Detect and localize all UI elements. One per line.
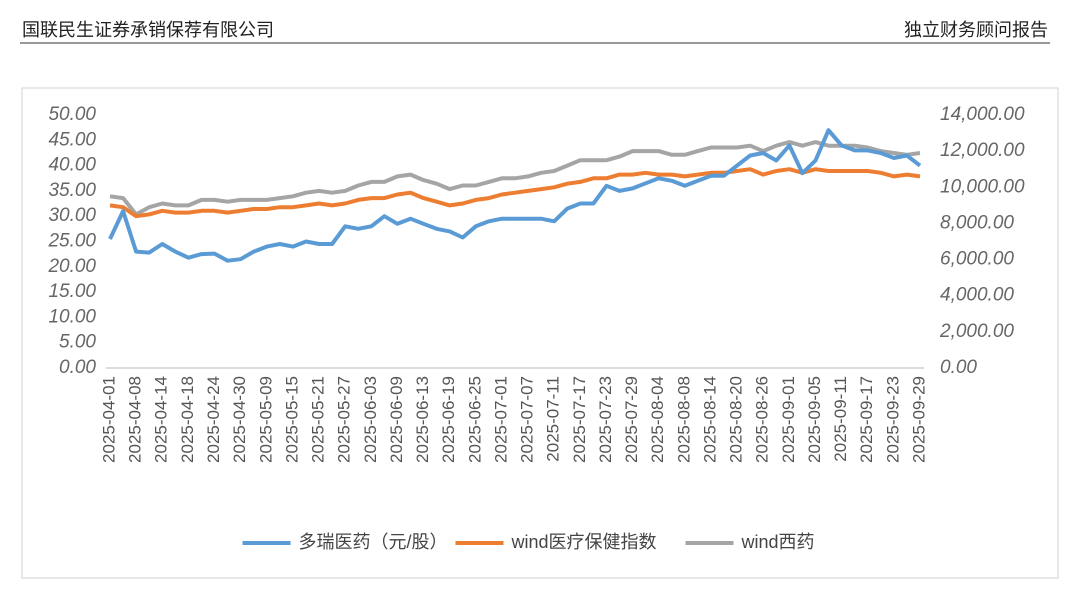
- x-tick-label: 2025-07-23: [596, 376, 615, 463]
- series-line: [109, 140, 921, 217]
- y-tick-label: 35.00: [48, 180, 96, 201]
- y2-tick-label: 14,000.00: [940, 104, 1025, 125]
- x-tick-label: 2025-04-30: [230, 376, 249, 463]
- y-tick-label: 50.00: [48, 104, 96, 125]
- x-tick-label: 2025-09-17: [857, 376, 876, 463]
- x-tick-label: 2025-07-29: [622, 376, 641, 463]
- x-tick-label: 2025-05-27: [335, 376, 354, 463]
- legend-label: 多瑞医药（元/股）: [299, 532, 448, 552]
- x-tick-label: 2025-04-14: [152, 376, 171, 463]
- y-tick-label: 25.00: [47, 231, 96, 252]
- y2-tick-label: 2,000.00: [939, 321, 1014, 342]
- legend-label: wind西药: [741, 532, 815, 552]
- y2-tick-label: 12,000.00: [940, 140, 1025, 161]
- series-line: [108, 128, 922, 263]
- x-tick-label: 2025-05-09: [256, 376, 275, 463]
- y-tick-label: 40.00: [48, 155, 96, 176]
- y2-tick-label: 6,000.00: [940, 249, 1014, 270]
- y-tick-label: 45.00: [48, 129, 96, 150]
- x-tick-label: 2025-08-04: [648, 376, 667, 463]
- y-tick-label: 5.00: [59, 332, 96, 353]
- x-tick-label: 2025-06-19: [439, 376, 458, 463]
- y2-tick-label: 8,000.00: [940, 212, 1014, 233]
- x-tick-label: 2025-05-21: [309, 376, 328, 463]
- x-tick-label: 2025-06-03: [361, 376, 380, 463]
- x-tick-label: 2025-08-08: [674, 376, 693, 463]
- y2-tick-label: 0.00: [940, 357, 977, 378]
- x-tick-label: 2025-09-11: [831, 376, 850, 462]
- legend-label: wind医疗保健指数: [511, 532, 657, 552]
- x-tick-label: 2025-06-09: [387, 376, 406, 463]
- x-tick-label: 2025-07-17: [570, 376, 589, 463]
- x-tick-label: 2025-05-15: [282, 376, 301, 463]
- x-tick-label: 2025-09-23: [883, 376, 902, 463]
- x-tick-label: 2025-09-01: [779, 376, 798, 463]
- x-tick-label: 2025-08-14: [700, 376, 719, 463]
- x-tick-label: 2025-09-05: [805, 376, 824, 463]
- y2-tick-label: 4,000.00: [940, 285, 1014, 306]
- x-tick-label: 2025-06-25: [465, 376, 484, 463]
- x-tick-label: 2025-04-01: [99, 376, 118, 463]
- x-tick-label: 2025-07-07: [518, 376, 537, 463]
- x-tick-label: 2025-08-20: [727, 376, 746, 463]
- x-tick-label: 2025-08-26: [753, 376, 772, 463]
- y-tick-label: 15.00: [48, 281, 96, 302]
- header-left: 国联民生证券承销保荐有限公司: [22, 20, 274, 40]
- y-tick-label: 30.00: [48, 205, 96, 226]
- x-tick-label: 2025-07-01: [491, 376, 510, 463]
- y-tick-label: 10.00: [48, 306, 96, 327]
- x-tick-label: 2025-04-18: [178, 376, 197, 463]
- x-tick-label: 2025-07-11: [544, 376, 563, 462]
- header-right: 独立财务顾问报告: [904, 20, 1048, 40]
- y-tick-label: 20.00: [47, 256, 96, 277]
- series-line: [109, 167, 921, 219]
- y-tick-label: 0.00: [59, 357, 96, 378]
- chart-frame: [21, 87, 1059, 579]
- x-tick-label: 2025-04-08: [126, 376, 145, 463]
- x-tick-label: 2025-04-24: [204, 376, 223, 463]
- x-tick-label: 2025-09-29: [909, 376, 928, 463]
- x-tick-label: 2025-06-13: [413, 376, 432, 463]
- y2-tick-label: 10,000.00: [940, 176, 1025, 197]
